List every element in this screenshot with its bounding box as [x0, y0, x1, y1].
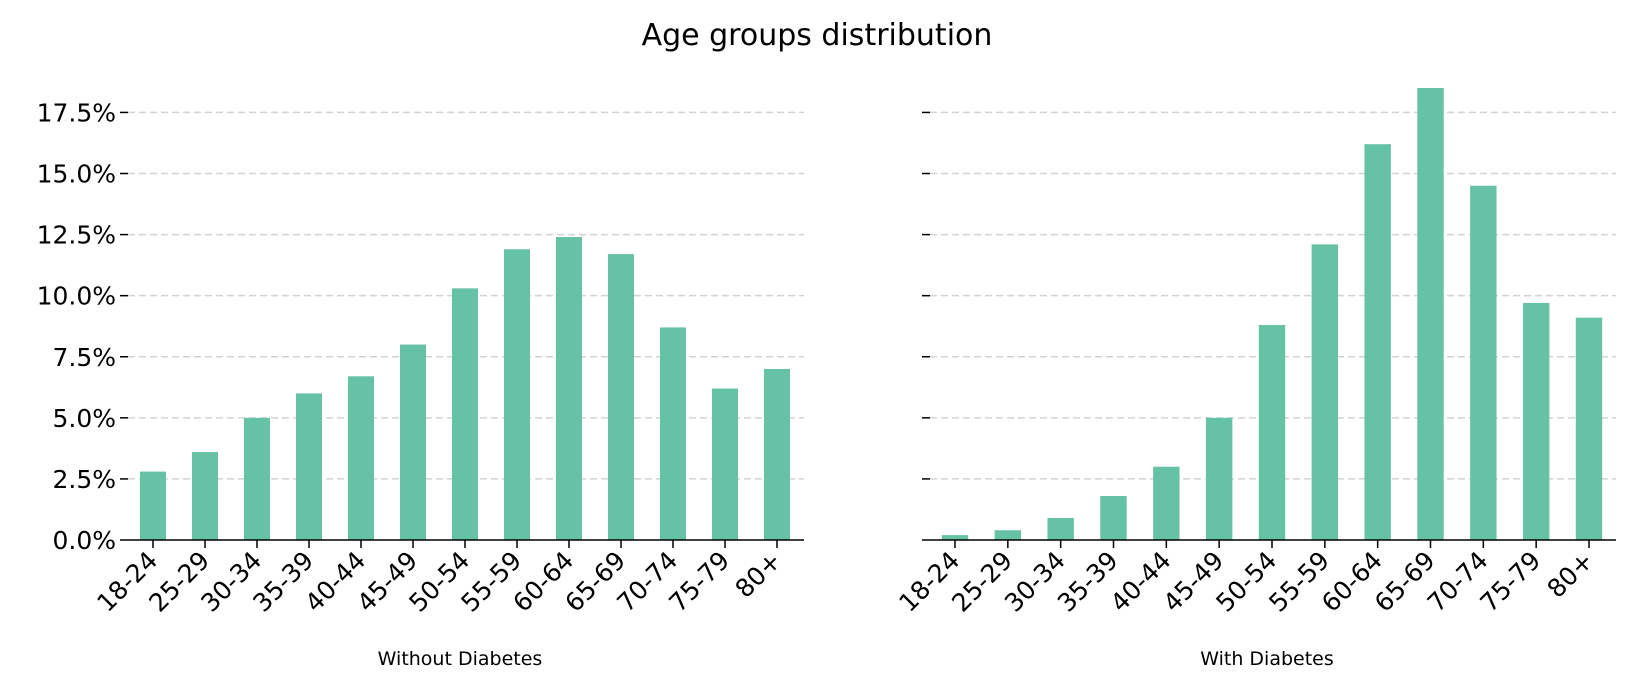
x-tick-label: 60-64 — [1316, 546, 1388, 618]
bar-60-64 — [556, 237, 582, 540]
bar-65-69 — [608, 254, 634, 540]
bar-40-44 — [1153, 466, 1180, 540]
bar-45-49 — [400, 344, 426, 540]
x-tick-label: 75-79 — [1475, 546, 1547, 618]
bar-25-29 — [994, 530, 1022, 540]
x-tick-label: 18-24 — [893, 546, 965, 618]
y-tick-label: 2.5% — [52, 465, 116, 494]
bar-70-74 — [660, 327, 686, 540]
bar-55-59 — [504, 249, 530, 540]
x-tick-label: 80+ — [1541, 546, 1599, 604]
x-tick-label: 30-34 — [999, 546, 1071, 618]
y-tick-label: 17.5% — [37, 98, 116, 127]
bar-35-39 — [1100, 496, 1127, 540]
bar-18-24 — [140, 471, 166, 540]
bar-80+ — [764, 368, 790, 540]
bar-18-24 — [941, 535, 969, 540]
bar-30-34 — [244, 417, 270, 540]
x-tick-label: 35-39 — [1052, 546, 1124, 618]
y-tick-label: 5.0% — [52, 404, 116, 433]
x-tick-label: 45-49 — [1158, 546, 1230, 618]
x-tick-label: 70-74 — [1422, 546, 1494, 618]
bar-75-79 — [1522, 303, 1550, 540]
y-tick-label: 15.0% — [37, 160, 116, 189]
bar-45-49 — [1205, 417, 1233, 540]
x-axis-label: With Diabetes — [1200, 648, 1334, 670]
bar-50-54 — [452, 288, 478, 540]
bar-70-74 — [1470, 185, 1497, 540]
bar-30-34 — [1047, 518, 1074, 540]
bar-35-39 — [296, 393, 322, 540]
x-axis-label: Without Diabetes — [378, 648, 543, 670]
bar-65-69 — [1417, 88, 1444, 540]
bar-50-54 — [1258, 324, 1286, 540]
y-tick-label: 12.5% — [37, 221, 116, 250]
bar-55-59 — [1311, 244, 1339, 541]
y-tick-label: 10.0% — [37, 282, 116, 311]
y-tick-label: 0.0% — [52, 526, 116, 555]
x-tick-label: 40-44 — [1105, 546, 1177, 618]
chart-title: Age groups distribution — [642, 18, 993, 53]
bar-40-44 — [348, 376, 374, 540]
x-tick-label: 25-29 — [946, 546, 1018, 618]
chart-panel-2: 18-2425-2930-3435-3940-4445-4950-5455-59… — [893, 88, 1616, 670]
chart-panels: 0.0% 2.5% 5.0% 7.5% 10.0% 12.5% 15.0% 17.5% 18-2… — [37, 88, 1616, 670]
x-tick-label: 80+ — [729, 546, 787, 604]
x-tick-label: 50-54 — [1210, 546, 1282, 618]
bar-25-29 — [192, 452, 218, 540]
chart-panel-1: 0.0%2.5%5.0%7.5%10.0%12.5%15.0%17.5%18-2… — [37, 98, 804, 670]
x-tick-label: 65-69 — [1369, 546, 1441, 618]
bar-60-64 — [1364, 144, 1391, 541]
bar-80+ — [1575, 317, 1603, 540]
bar-75-79 — [712, 388, 738, 540]
y-tick-label: 7.5% — [52, 343, 116, 372]
x-tick-label: 55-59 — [1263, 546, 1335, 618]
x-tick-label: 75-79 — [663, 546, 735, 618]
